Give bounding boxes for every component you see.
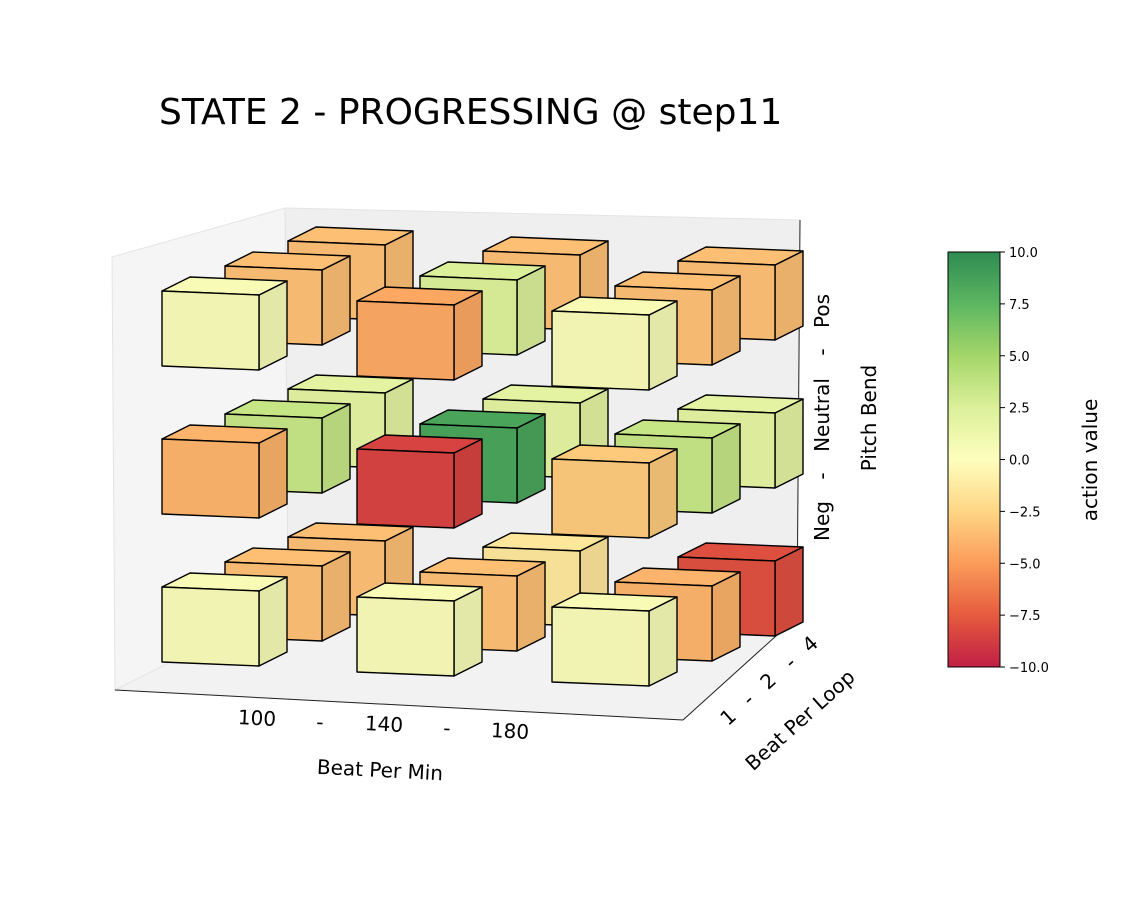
bar-cell (551, 444, 678, 539)
x-tick-label: 180 (490, 718, 529, 744)
bar-side-face (774, 398, 804, 489)
bar-side-face (774, 546, 804, 637)
colorbar-tick-label: 5.0 (1009, 350, 1030, 365)
bar-side-face (711, 423, 741, 514)
bars-group (161, 226, 804, 687)
bar-side-face (516, 265, 546, 356)
x-axis-label: Beat Per Min (316, 755, 443, 786)
colorbar-tick-label: 10.0 (1009, 246, 1038, 261)
chart-title: STATE 2 - PROGRESSING @ step11 (159, 92, 783, 133)
bar-side-face (258, 576, 288, 667)
bar-side-face (258, 428, 288, 519)
bar-side-face (648, 448, 678, 539)
bar-front-face (356, 300, 455, 381)
bar-front-face (356, 596, 455, 677)
bar-side-face (453, 290, 483, 381)
x-tick-label: - (443, 716, 451, 740)
colorbar-ticks: 10.0 7.5 5.0 2.5 0.0 −2.5 −5.0 −7.5 −10.0 (1000, 246, 1049, 676)
z-tick-label: Neg (810, 501, 834, 541)
bar-side-face (516, 413, 546, 504)
x-tick-label: 100 (237, 705, 276, 731)
colorbar-label: action value (1078, 399, 1102, 522)
bar-side-face (516, 561, 546, 652)
bar-side-face (648, 596, 678, 687)
bar-front-face (551, 606, 650, 687)
bar-cell (551, 592, 678, 687)
bar-cell (551, 296, 678, 391)
z-tick-label: Pos (810, 294, 834, 328)
y-tick-label: 2 (755, 668, 781, 694)
y-tick-label: 4 (797, 631, 823, 657)
bar-front-face (161, 586, 260, 667)
bar-side-face (321, 255, 351, 346)
colorbar-gradient (947, 251, 1001, 668)
bar-front-face (356, 448, 455, 529)
bar-front-face (161, 438, 260, 519)
y-tick-label: - (779, 651, 800, 674)
bar-side-face (648, 300, 678, 391)
z-tick-label: - (810, 348, 834, 355)
bar-cell (356, 434, 483, 529)
bar-front-face (551, 310, 650, 391)
bar-side-face (258, 280, 288, 371)
bar-side-face (321, 551, 351, 642)
bar-side-face (711, 571, 741, 662)
x-axis-line (114, 689, 684, 721)
colorbar-tick-label: 2.5 (1009, 402, 1030, 417)
colorbar-tick-label: −10.0 (1009, 661, 1049, 676)
z-tick-label: - (810, 472, 834, 479)
z-tick-label: Neutral (810, 378, 834, 452)
bar-side-face (774, 250, 804, 341)
colorbar-tick-label: −7.5 (1009, 609, 1041, 624)
bar-side-face (453, 438, 483, 529)
z-axis-label: Pitch Bend (857, 365, 881, 471)
colorbar-tick-label: −2.5 (1009, 505, 1041, 520)
bar-side-face (711, 275, 741, 366)
x-tick-label: 140 (364, 711, 403, 737)
bar-side-face (321, 403, 351, 494)
bar-cell (161, 572, 288, 667)
bar-cell (161, 424, 288, 519)
bar-cell (356, 286, 483, 381)
bar-front-face (551, 458, 650, 539)
y-tick-label: 1 (715, 704, 741, 730)
bar-cell (356, 582, 483, 677)
y-axis-label: Beat Per Loop (740, 665, 859, 776)
bar-front-face (161, 290, 260, 371)
colorbar-tick-label: −5.0 (1009, 557, 1041, 572)
y-tick-label: - (737, 688, 758, 711)
bar-side-face (453, 586, 483, 677)
colorbar-tick-label: 7.5 (1009, 298, 1030, 313)
colorbar: 10.0 7.5 5.0 2.5 0.0 −2.5 −5.0 −7.5 −10.0 action… (947, 246, 1102, 676)
x-tick-label: - (316, 710, 324, 734)
bar-cell (161, 276, 288, 371)
colorbar-tick-label: 0.0 (1009, 454, 1030, 469)
